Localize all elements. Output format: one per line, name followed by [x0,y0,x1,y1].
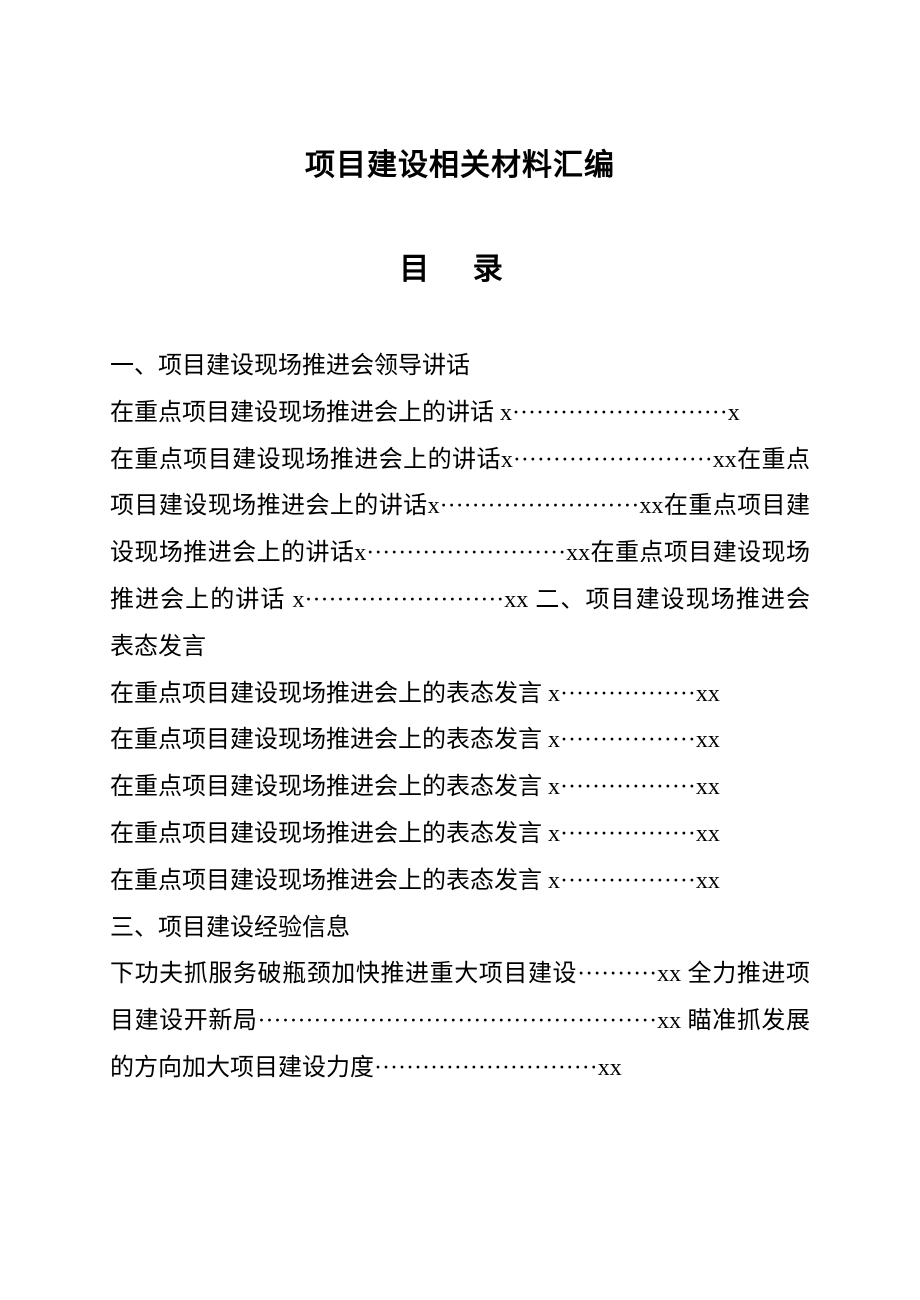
toc-entry: 在重点项目建设现场推进会上的表态发言 x·················xx [110,764,810,811]
toc-heading: 目 录 [110,244,810,288]
toc-entry: 在重点项目建设现场推进会上的表态发言 x·················xx [110,858,810,905]
toc-entry: 在重点项目建设现场推进会上的表态发言 x·················xx [110,717,810,764]
toc-entry: 在重点项目建设现场推进会上的讲话 x······················… [110,390,810,437]
toc-entry: 在重点项目建设现场推进会上的讲话x·······················… [110,437,810,671]
section-3-heading: 三、项目建设经验信息 [110,905,810,952]
toc-entry: 下功夫抓服务破瓶颈加快推进重大项目建设··········xx 全力推进项目建设… [110,951,810,1091]
document-title: 项目建设相关材料汇编 [110,140,810,184]
toc-entry: 在重点项目建设现场推进会上的表态发言 x·················xx [110,671,810,718]
section-1-heading: 一、项目建设现场推进会领导讲话 [110,343,810,390]
toc-entry: 在重点项目建设现场推进会上的表态发言 x·················xx [110,811,810,858]
toc-body: 一、项目建设现场推进会领导讲话 在重点项目建设现场推进会上的讲话 x······… [110,343,810,1092]
